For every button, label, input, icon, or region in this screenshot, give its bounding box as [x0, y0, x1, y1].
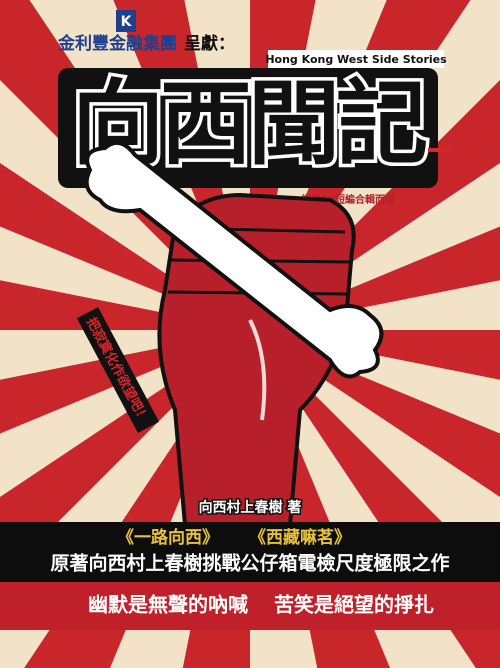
fist [157, 192, 356, 527]
slogan-band [0, 582, 500, 630]
info-band [0, 522, 500, 582]
logo [116, 10, 136, 32]
sticker-bg [76, 306, 160, 434]
presents: 呈獻： [184, 33, 235, 54]
subtitle-en: Hong Kong West Side Stories [265, 53, 447, 66]
slogan: 幽默是無聲的吶喊 [88, 593, 248, 617]
ray [250, 226, 500, 330]
description: 原著向西村上春樹挑戰公仔箱電檢尺度極限之作 [50, 552, 449, 575]
work-title: 《西藏嘛茗》 [249, 527, 351, 548]
author: 向西村上春樹 著 [199, 499, 302, 516]
fist-highlight [248, 319, 267, 421]
presenter: 金利豐金融集團 [57, 33, 177, 54]
logo-mark: K [121, 14, 133, 30]
title-box [58, 68, 438, 188]
subtitle-bg [268, 50, 444, 68]
bone [84, 140, 384, 379]
title-accent [428, 148, 450, 152]
work-title: 《一路向西》 [117, 527, 219, 548]
slogan: 苦笑是絕望的掙扎 [274, 593, 434, 617]
